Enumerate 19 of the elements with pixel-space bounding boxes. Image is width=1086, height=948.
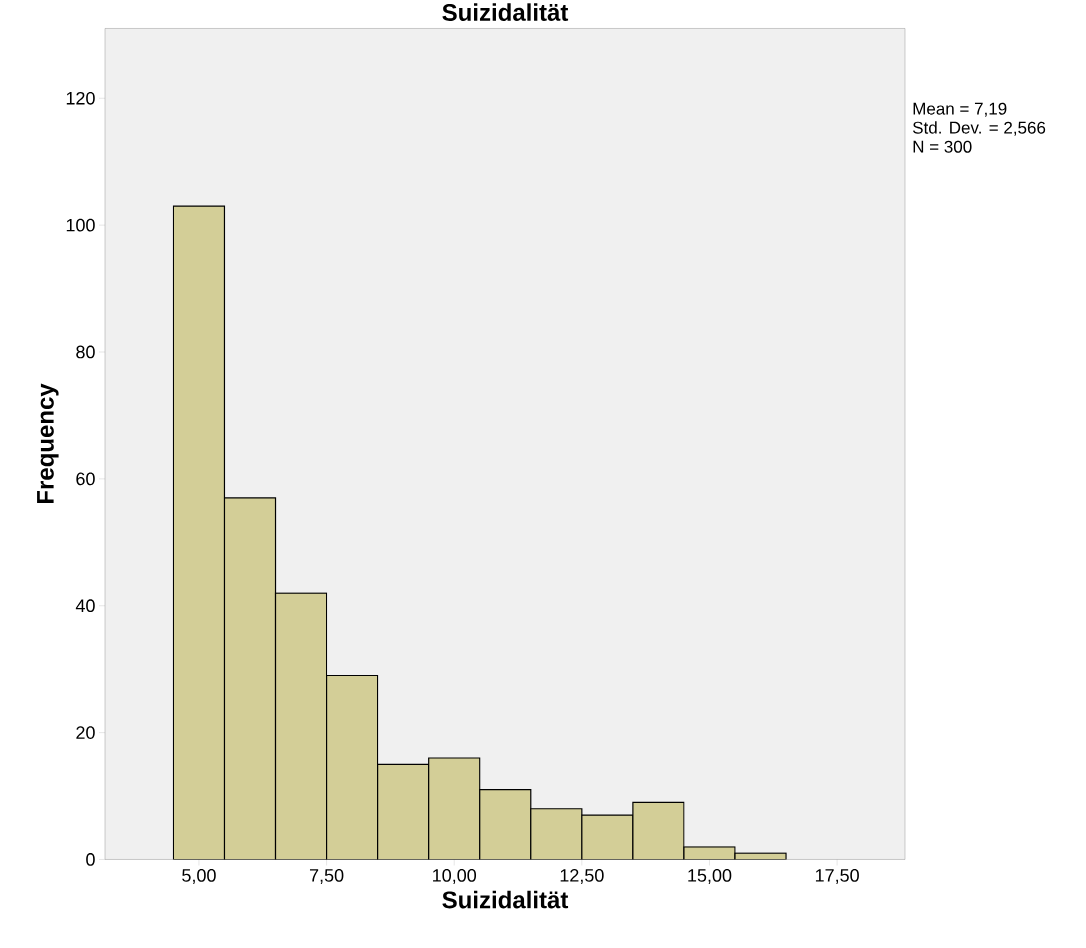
x-axis-title: Suizidalität	[442, 890, 569, 909]
y-tick-label: 0	[86, 852, 95, 866]
y-tick-label: 60	[76, 472, 95, 486]
y-axis-title: Frequency	[37, 383, 59, 503]
x-tick-label: 5,00	[182, 868, 216, 884]
x-tick-label: 12,50	[560, 868, 604, 884]
y-tick-label: 80	[76, 345, 95, 359]
y-tick-label: 20	[76, 726, 95, 739]
y-tick-label: 120	[66, 91, 95, 105]
text: Mean = 7,19	[913, 102, 1007, 117]
x-tick-label: 10,00	[433, 868, 477, 884]
x-tick-label: 15,00	[688, 868, 732, 884]
y-tick-label: 100	[66, 218, 95, 232]
x-tick-label: 7,50	[309, 868, 344, 884]
text: N = 300	[913, 140, 972, 153]
chart-title: Suizidalität	[442, 3, 569, 21]
y-tick-label: 40	[75, 599, 95, 612]
x-tick-label: 17,50	[815, 868, 859, 884]
text: Std. Dev. = 2,566	[912, 121, 1046, 136]
